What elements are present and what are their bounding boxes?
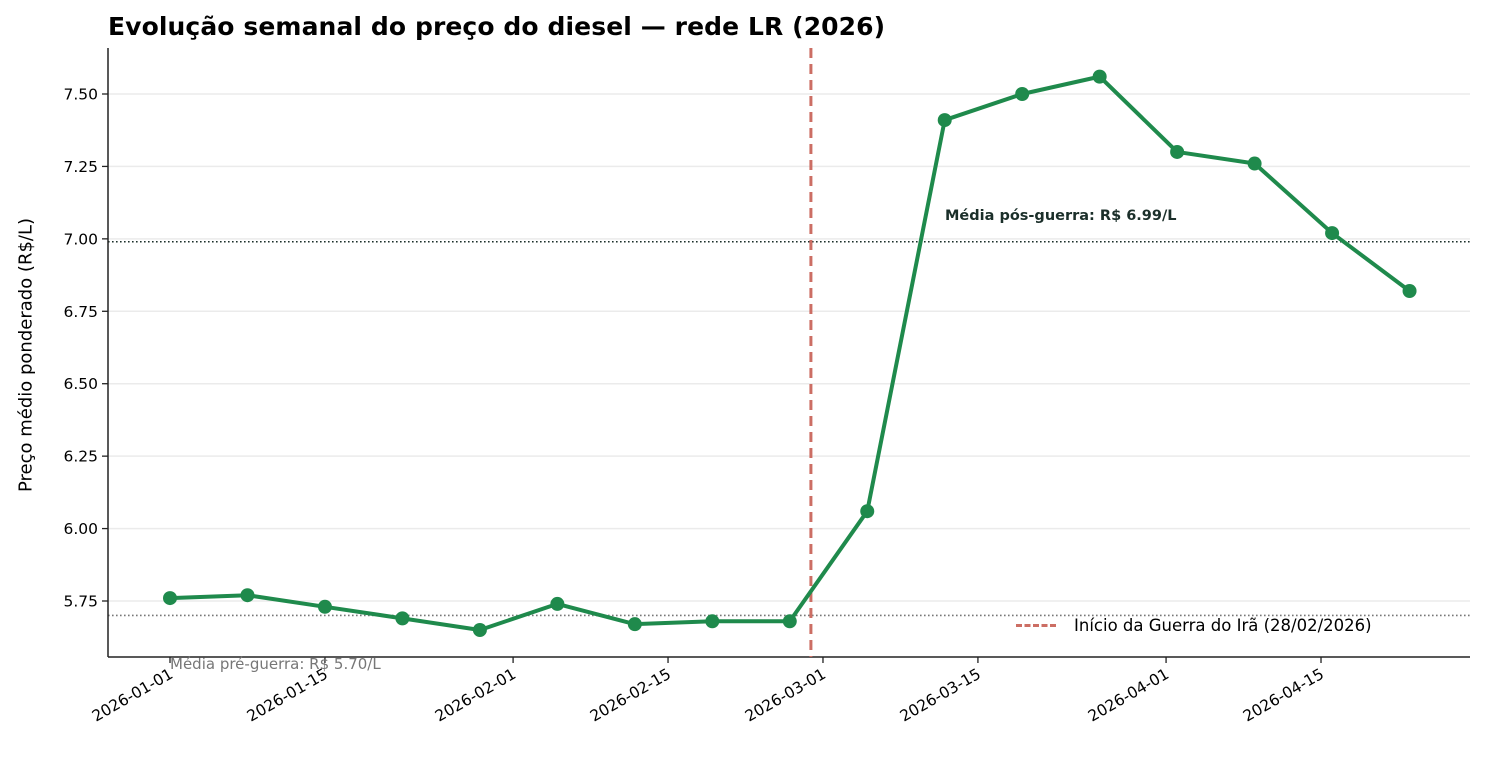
x-tick-label: 2026-03-15 [897, 665, 984, 726]
y-tick-label: 6.50 [63, 375, 98, 393]
legend-dashed-line-icon [1016, 624, 1056, 627]
data-point [240, 588, 255, 603]
data-point [1092, 69, 1107, 84]
data-point [550, 596, 565, 611]
x-tick-label: 2026-03-01 [742, 665, 829, 726]
x-tick-label: 2026-01-01 [89, 665, 176, 726]
legend-label-war-start: Início da Guerra do Irã (28/02/2026) [1074, 616, 1372, 635]
data-point [937, 113, 952, 128]
data-point [705, 614, 720, 629]
data-point [860, 504, 875, 519]
chart-title: Evolução semanal do preço do diesel — re… [108, 12, 886, 41]
y-tick-label: 6.00 [63, 520, 98, 538]
y-tick-label: 6.75 [63, 303, 98, 321]
data-point [1170, 144, 1185, 159]
data-point [782, 614, 797, 629]
data-point [1325, 226, 1340, 241]
x-tick-label: 2026-04-01 [1085, 665, 1172, 726]
price-line [169, 74, 1411, 632]
data-point [1015, 87, 1030, 101]
legend: Início da Guerra do Irã (28/02/2026) [1016, 616, 1372, 635]
data-point [472, 622, 487, 637]
x-tick-label: 2026-04-15 [1240, 665, 1327, 726]
y-tick-label: 6.25 [63, 448, 98, 466]
x-tick-label: 2026-01-15 [244, 665, 331, 726]
data-point [317, 599, 332, 614]
y-tick-label: 7.25 [63, 158, 98, 176]
data-point [1247, 156, 1262, 171]
y-tick-label: 7.00 [63, 230, 98, 248]
post-war-mean-annotation: Média pós-guerra: R$ 6.99/L [945, 208, 1177, 224]
data-point [1402, 284, 1417, 299]
y-tick-label: 5.75 [63, 593, 98, 611]
x-tick-label: 2026-02-01 [432, 665, 519, 726]
data-point [627, 617, 642, 632]
data-point [395, 611, 410, 626]
y-tick-label: 7.50 [63, 86, 98, 104]
pre-war-mean-annotation: Média pré-guerra: R$ 5.70/L [170, 655, 381, 673]
x-tick-label: 2026-02-15 [587, 665, 674, 726]
data-point [163, 591, 177, 606]
